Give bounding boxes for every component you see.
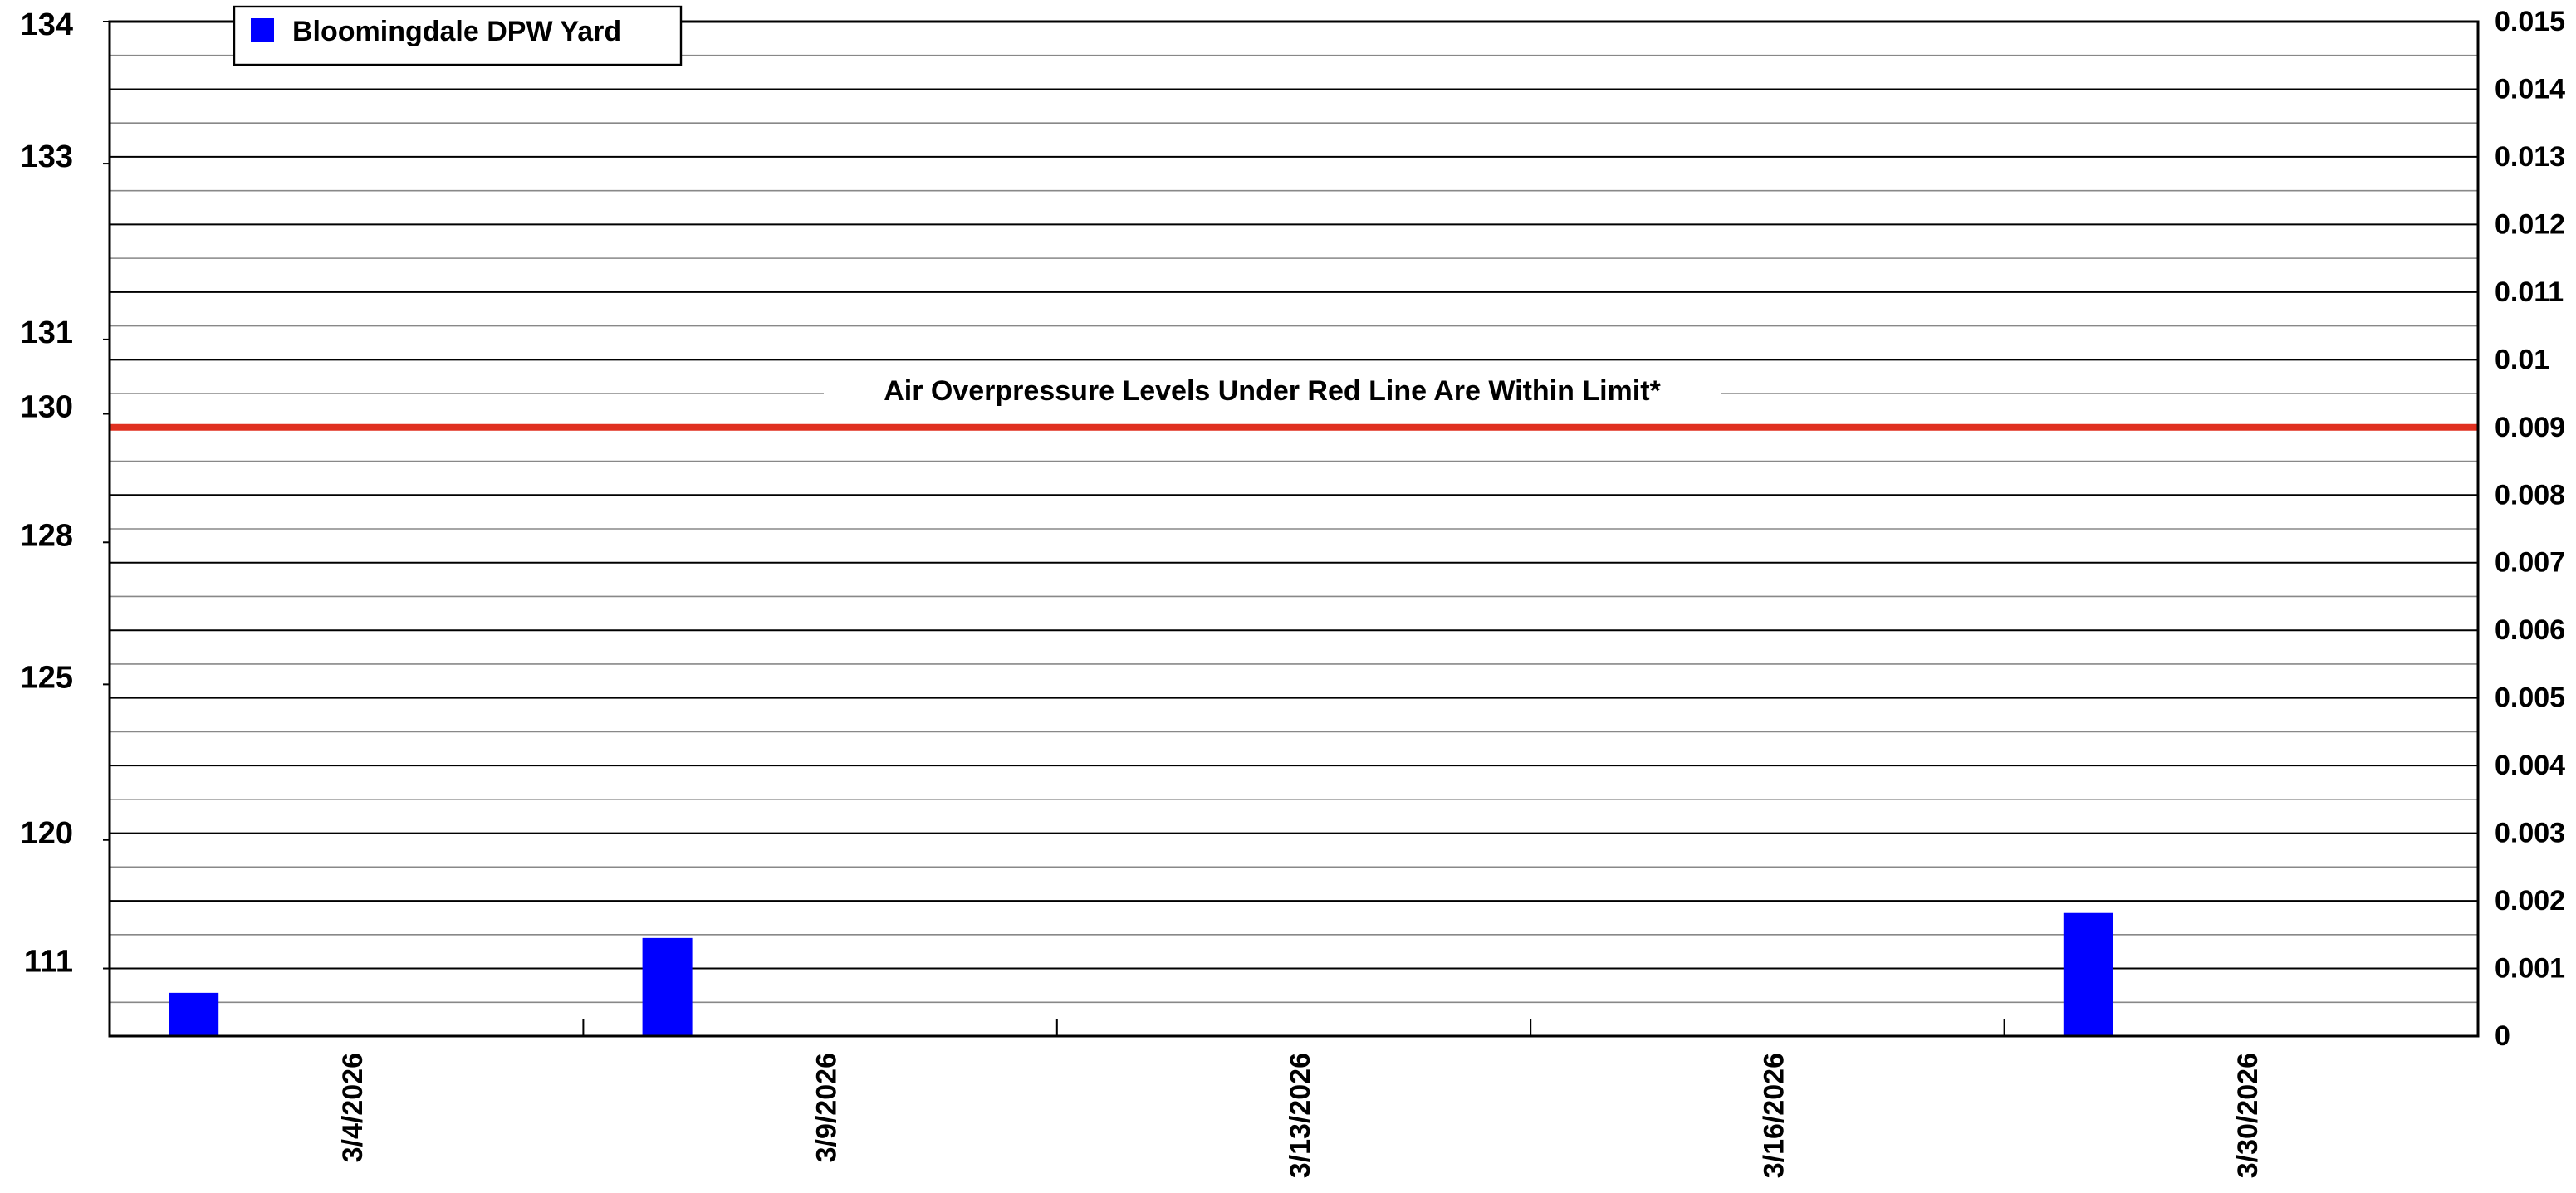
x-tick-label: 3/9/2026 [811,1053,843,1162]
x-tick-label: 3/16/2026 [1758,1053,1790,1178]
bar [642,937,693,1036]
y-tick-label: 0.004 [2495,750,2565,781]
y-tick-label: 0.011 [2495,276,2564,308]
reference-label-bg [824,372,1721,413]
y-tick-label: 0.01 [2495,344,2549,375]
y2-tick-label: 125 [21,660,73,695]
legend: Bloomingdale DPW Yard [233,5,683,66]
y-tick-label: 0.003 [2495,818,2565,849]
x-tick-label: 3/13/2026 [1285,1053,1316,1178]
y-tick-label: 0.001 [2495,953,2565,985]
y-tick-label: 0.012 [2495,208,2565,240]
legend-box [233,5,683,66]
y-tick-label: 0.009 [2495,412,2565,443]
y2-tick-label: 133 [21,139,73,174]
bar [169,992,219,1036]
y2-tick-label: 120 [21,816,73,851]
y-tick-label: 0.006 [2495,614,2565,646]
y-tick-label: 0.007 [2495,547,2565,579]
legend-label: Bloomingdale DPW Yard [292,16,621,47]
x-tick-label: 3/30/2026 [2232,1053,2264,1178]
y2-tick-label: 128 [21,518,73,553]
y2-tick-label: 111 [24,945,73,980]
y-tick-label: 0.008 [2495,479,2565,511]
y-tick-label: 0.005 [2495,682,2565,714]
y-tick-label: 0.014 [2495,73,2565,105]
grid [110,21,2478,1037]
reference-label: Air Overpressure Levels Under Red Line A… [884,375,1661,407]
plot-frame [108,20,2480,1038]
y2-tick-label: 130 [21,390,73,425]
y-tick-label: 0 [2495,1020,2510,1052]
y2-tick-label: 131 [21,315,73,350]
labels: 0 0.001 0.002 0.003 0.004 0.005 0.006 0.007 0.00… [21,6,2566,1178]
bar [2063,912,2113,1036]
x-tick-label: 3/4/2026 [337,1053,369,1162]
marks [110,372,2478,1036]
y2-tick-label: 134 [21,7,73,42]
y-tick-label: 0.013 [2495,141,2565,173]
y-tick-label: 0.015 [2495,6,2565,37]
y-tick-label: 0.002 [2495,885,2565,917]
legend-swatch [251,18,274,42]
